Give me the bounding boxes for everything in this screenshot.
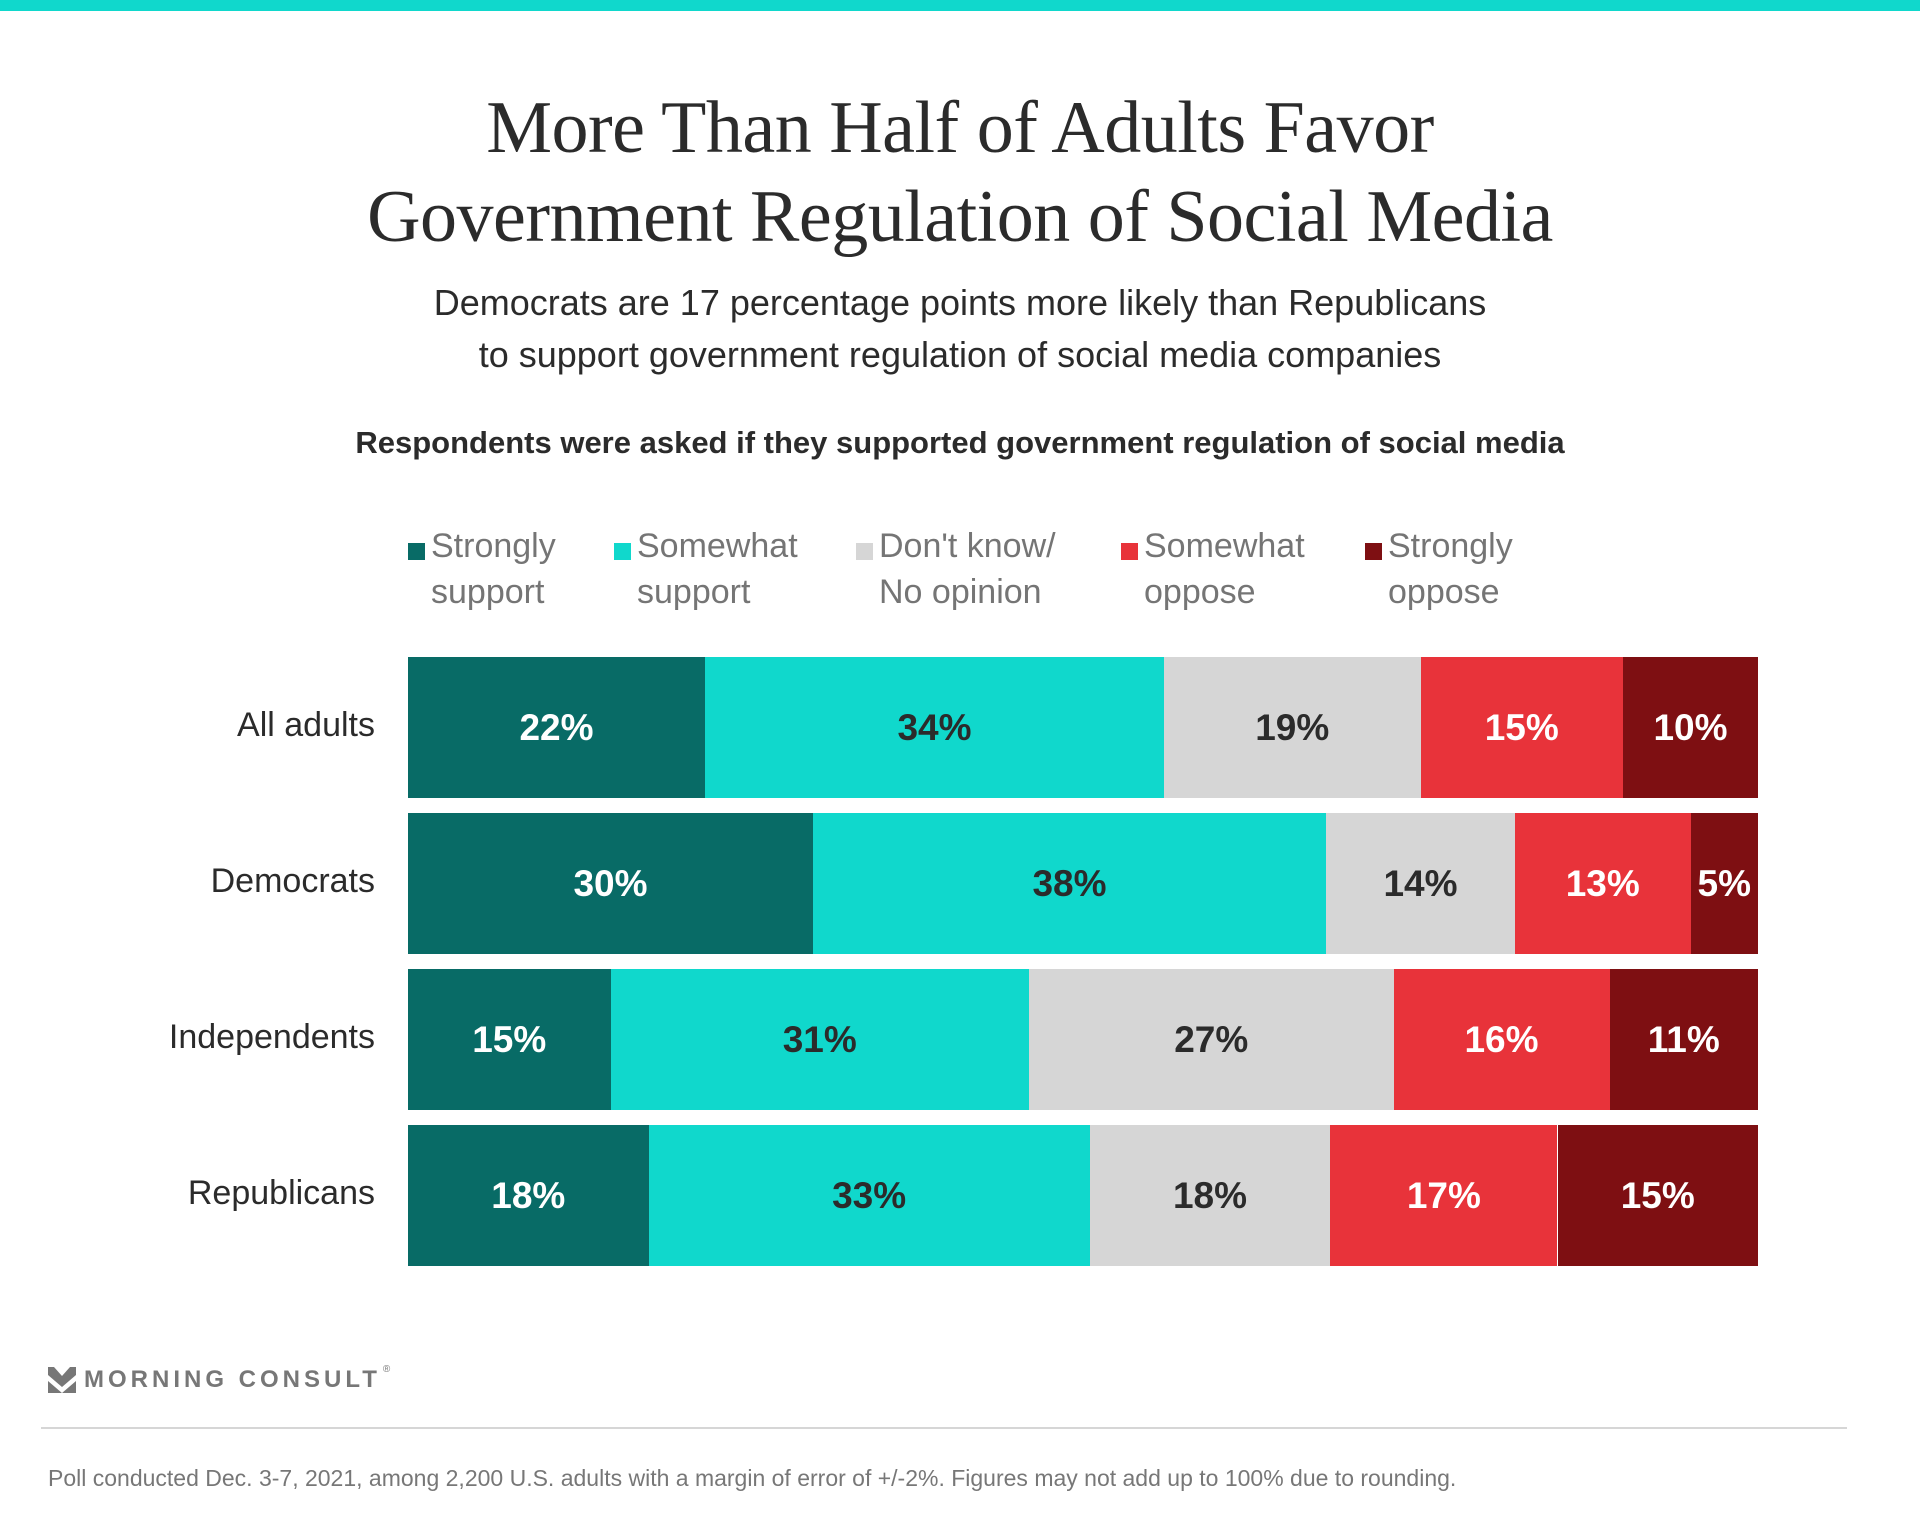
chart-title-line-2: Government Regulation of Social Media (367, 176, 1553, 258)
legend-label: Somewhat oppose (1144, 523, 1305, 615)
bar-segment: 15% (1420, 657, 1623, 798)
category-label: Democrats (210, 861, 375, 900)
brand-logo: MORNING CONSULT ® (48, 1364, 391, 1394)
data-label: 31% (782, 1018, 857, 1060)
data-label: 33% (832, 1174, 907, 1216)
legend-item: Somewhat oppose (1121, 523, 1305, 615)
data-label: 10% (1653, 706, 1728, 748)
legend-label: Strongly oppose (1388, 523, 1513, 615)
bar-row: 18% 33% 18% 17% 15% (408, 1125, 1758, 1266)
top-accent-bar (0, 0, 1920, 11)
bar-segment: 10% (1623, 657, 1758, 798)
legend-label-line: Somewhat (1144, 527, 1305, 565)
legend-label-line: Don't know/ (879, 527, 1056, 565)
legend-label-line: support (431, 573, 545, 611)
bar-segment: 18% (1089, 1125, 1331, 1266)
legend-item: Strongly support (408, 523, 556, 615)
data-label: 34% (897, 706, 972, 748)
data-label: 15% (1484, 706, 1559, 748)
legend-swatch (408, 543, 425, 560)
legend-label-line: Somewhat (637, 527, 798, 565)
bar-row: 22% 34% 19% 15% 10% (408, 657, 1758, 798)
category-label: All adults (237, 705, 375, 744)
bar-segment: 19% (1164, 657, 1421, 798)
data-label: 5% (1697, 862, 1751, 904)
legend-label-line: support (637, 573, 751, 611)
bar-segment: 30% (408, 813, 813, 954)
footer-divider (41, 1427, 1847, 1429)
bar-segment: 38% (813, 813, 1326, 954)
legend-item: Don't know/No opinion (856, 523, 1056, 615)
data-label: 19% (1255, 706, 1330, 748)
data-label: 27% (1174, 1018, 1249, 1060)
bar-segment: 31% (610, 969, 1029, 1110)
category-label: Independents (168, 1017, 375, 1056)
legend-label-line: oppose (1144, 573, 1256, 611)
data-label: 17% (1406, 1174, 1481, 1216)
data-label: 30% (573, 862, 648, 904)
legend-item: Somewhat support (614, 523, 798, 615)
bar-segment: 14% (1326, 813, 1515, 954)
bar-segment: 17% (1330, 1125, 1558, 1266)
data-label: 38% (1032, 862, 1107, 904)
data-label: 15% (1620, 1174, 1695, 1216)
registered-mark: ® (382, 1364, 391, 1375)
bar-segment: 5% (1690, 813, 1758, 954)
chart-subtitle-line-1: Democrats are 17 percentage points more … (433, 282, 1487, 323)
data-label: 18% (1172, 1174, 1247, 1216)
survey-question: Respondents were asked if they supported… (355, 425, 1565, 460)
data-label: 16% (1464, 1018, 1539, 1060)
bar-segment: 27% (1029, 969, 1394, 1110)
legend-label-line: No opinion (879, 573, 1042, 611)
bar-row: 15% 31% 27% 16% 11% (408, 969, 1758, 1110)
morning-consult-chevron-icon (48, 1367, 76, 1393)
legend-swatch (1121, 543, 1138, 560)
data-label: 18% (491, 1174, 566, 1216)
bar-segment: 22% (408, 657, 705, 798)
bar-segment: 33% (648, 1125, 1090, 1266)
brand-name: MORNING CONSULT (84, 1366, 381, 1393)
chart-title-line-1: More Than Half of Adults Favor (486, 87, 1434, 169)
legend-label: Somewhat support (637, 523, 798, 615)
data-label: 15% (472, 1018, 547, 1060)
data-label: 13% (1565, 862, 1640, 904)
bar-segment: 15% (408, 969, 611, 1110)
data-label: 11% (1647, 1018, 1720, 1060)
legend-label: Strongly support (431, 523, 556, 615)
legend-swatch (614, 543, 631, 560)
category-label: Republicans (187, 1173, 375, 1212)
legend-label-line: Strongly (431, 527, 556, 565)
legend-swatch (1365, 543, 1382, 560)
legend-swatch (856, 543, 873, 560)
bar-segment: 18% (408, 1125, 649, 1266)
legend-label-line: Strongly (1388, 527, 1513, 565)
bar-segment: 34% (705, 657, 1164, 798)
data-label: 14% (1383, 862, 1458, 904)
chart-subtitle-line-2: to support government regulation of soci… (478, 334, 1442, 375)
legend-label: Don't know/No opinion (879, 523, 1056, 615)
legend-label-line: oppose (1388, 573, 1500, 611)
bar-segment: 16% (1393, 969, 1610, 1110)
bar-segment: 15% (1557, 1125, 1758, 1266)
bar-segment: 11% (1609, 969, 1758, 1110)
methodology-note: Poll conducted Dec. 3-7, 2021, among 2,2… (48, 1465, 1457, 1491)
bar-segment: 13% (1515, 813, 1691, 954)
bar-row: 30% 38% 14% 13% 5% (408, 813, 1758, 954)
data-label: 22% (519, 706, 594, 748)
legend-item: Strongly oppose (1365, 523, 1513, 615)
